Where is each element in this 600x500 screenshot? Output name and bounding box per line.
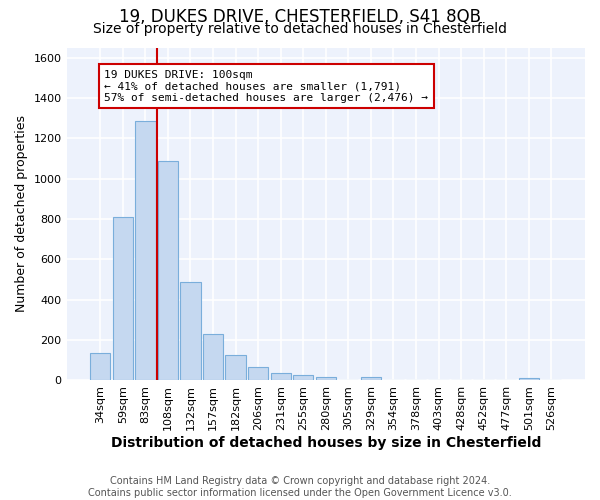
Text: 19 DUKES DRIVE: 100sqm
← 41% of detached houses are smaller (1,791)
57% of semi-: 19 DUKES DRIVE: 100sqm ← 41% of detached… xyxy=(104,70,428,103)
Y-axis label: Number of detached properties: Number of detached properties xyxy=(15,116,28,312)
Bar xyxy=(316,378,336,380)
Text: 19, DUKES DRIVE, CHESTERFIELD, S41 8QB: 19, DUKES DRIVE, CHESTERFIELD, S41 8QB xyxy=(119,8,481,26)
Bar xyxy=(90,353,110,380)
X-axis label: Distribution of detached houses by size in Chesterfield: Distribution of detached houses by size … xyxy=(110,436,541,450)
Bar xyxy=(248,368,268,380)
Bar xyxy=(293,375,313,380)
Bar xyxy=(181,282,200,380)
Bar xyxy=(361,378,381,380)
Bar xyxy=(158,160,178,380)
Bar xyxy=(271,373,291,380)
Bar xyxy=(203,334,223,380)
Bar xyxy=(113,217,133,380)
Bar xyxy=(226,355,246,380)
Bar xyxy=(518,378,539,380)
Text: Contains HM Land Registry data © Crown copyright and database right 2024.
Contai: Contains HM Land Registry data © Crown c… xyxy=(88,476,512,498)
Bar xyxy=(135,121,155,380)
Text: Size of property relative to detached houses in Chesterfield: Size of property relative to detached ho… xyxy=(93,22,507,36)
